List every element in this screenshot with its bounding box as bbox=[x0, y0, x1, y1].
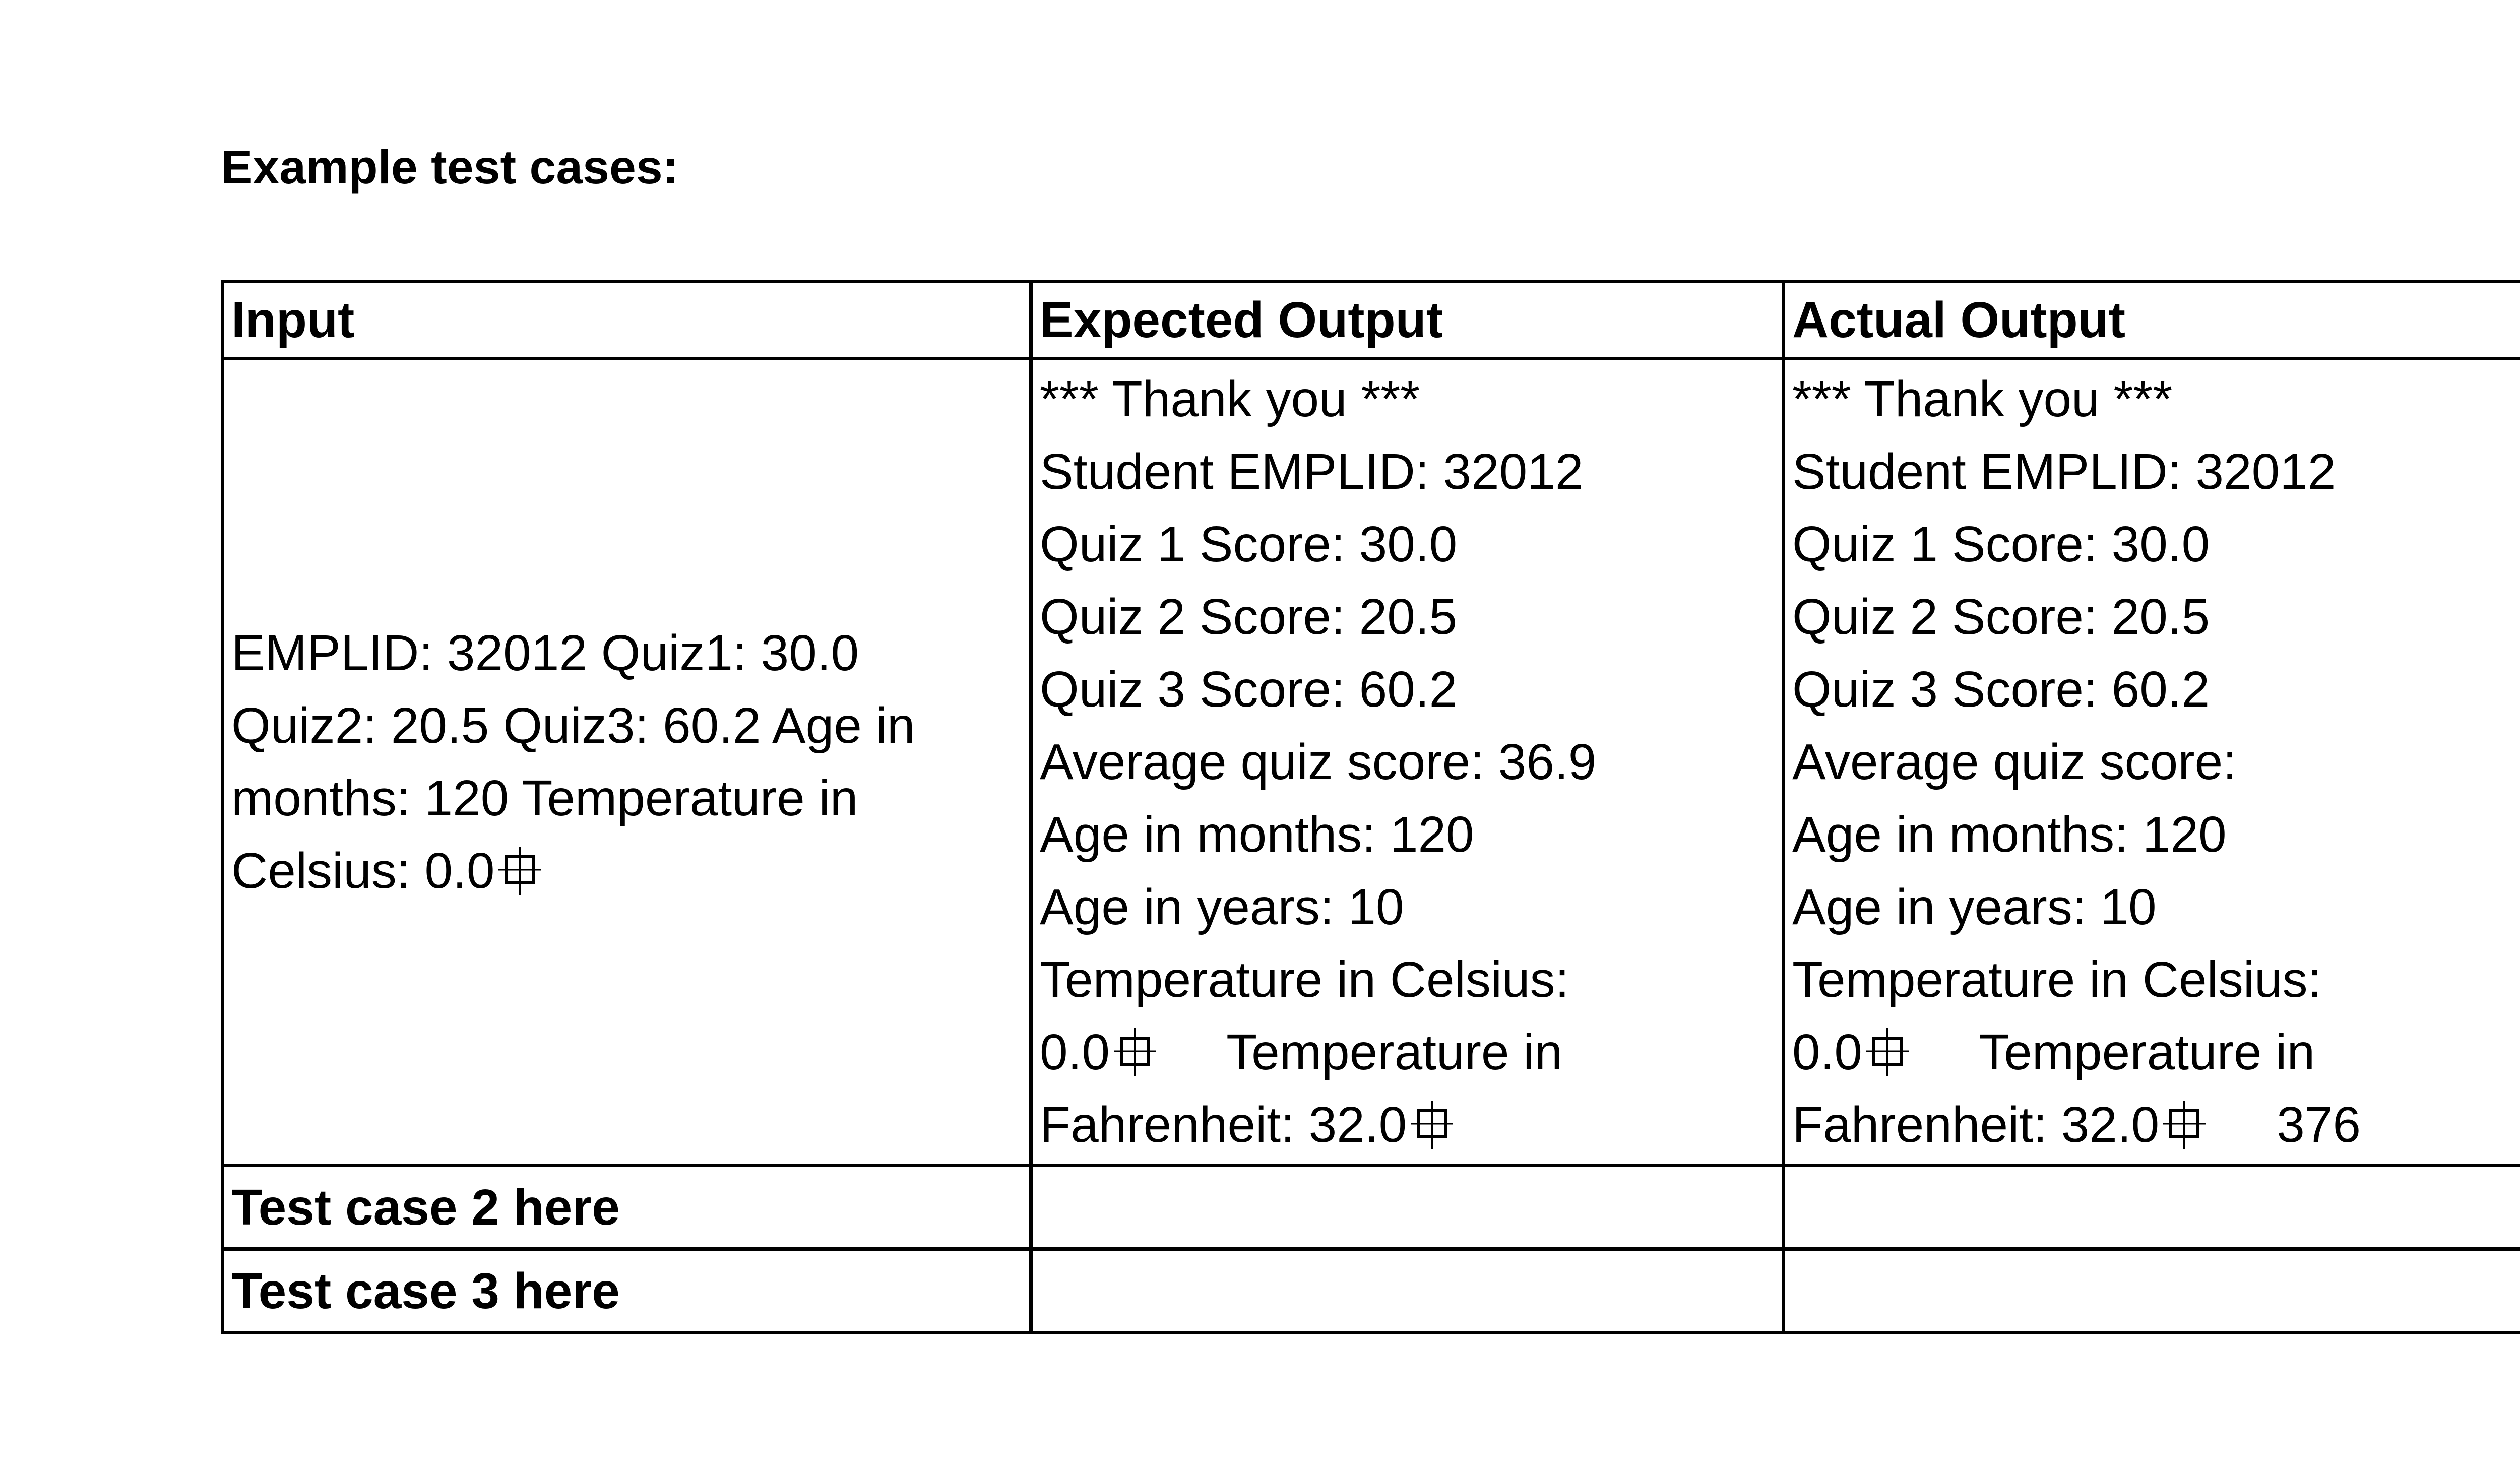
document-page: Example test cases: Input Expected Outpu… bbox=[221, 141, 2520, 1335]
position-indicator-icon bbox=[2163, 1101, 2206, 1149]
input-cell: EMPLID: 32012 Quiz1: 30.0 Quiz2: 20.5 Qu… bbox=[221, 357, 1033, 1168]
position-indicator-icon bbox=[1866, 1028, 1909, 1077]
expected-output-cell bbox=[1029, 1164, 1785, 1251]
expected-output-cell bbox=[1029, 1247, 1785, 1335]
table-row-test-case-3: Test case 3 here bbox=[221, 1247, 2520, 1335]
actual-output-cell bbox=[1782, 1164, 2520, 1251]
expected-output-cell: *** Thank you *** Student EMPLID: 32012 … bbox=[1029, 357, 1785, 1168]
position-indicator-icon bbox=[1114, 1028, 1157, 1077]
table-header-row: Input Expected Output Actual Output Pass… bbox=[221, 280, 2520, 361]
input-cell: Test case 3 here bbox=[221, 1247, 1033, 1335]
column-header-actual: Actual Output bbox=[1782, 280, 2520, 361]
column-header-input: Input bbox=[221, 280, 1033, 361]
position-indicator-icon bbox=[498, 847, 541, 895]
actual-output-cell: *** Thank you *** Student EMPLID: 32012 … bbox=[1782, 357, 2520, 1168]
page-title: Example test cases: bbox=[221, 141, 679, 194]
test-cases-table: Input Expected Output Actual Output Pass… bbox=[221, 280, 2520, 1335]
column-header-expected: Expected Output bbox=[1029, 280, 1785, 361]
table-row-test-case-1: EMPLID: 32012 Quiz1: 30.0 Quiz2: 20.5 Qu… bbox=[221, 357, 2520, 1168]
table-row-test-case-2: Test case 2 here bbox=[221, 1164, 2520, 1251]
position-indicator-icon bbox=[1411, 1101, 1454, 1149]
input-cell: Test case 2 here bbox=[221, 1164, 1033, 1251]
actual-output-cell bbox=[1782, 1247, 2520, 1335]
